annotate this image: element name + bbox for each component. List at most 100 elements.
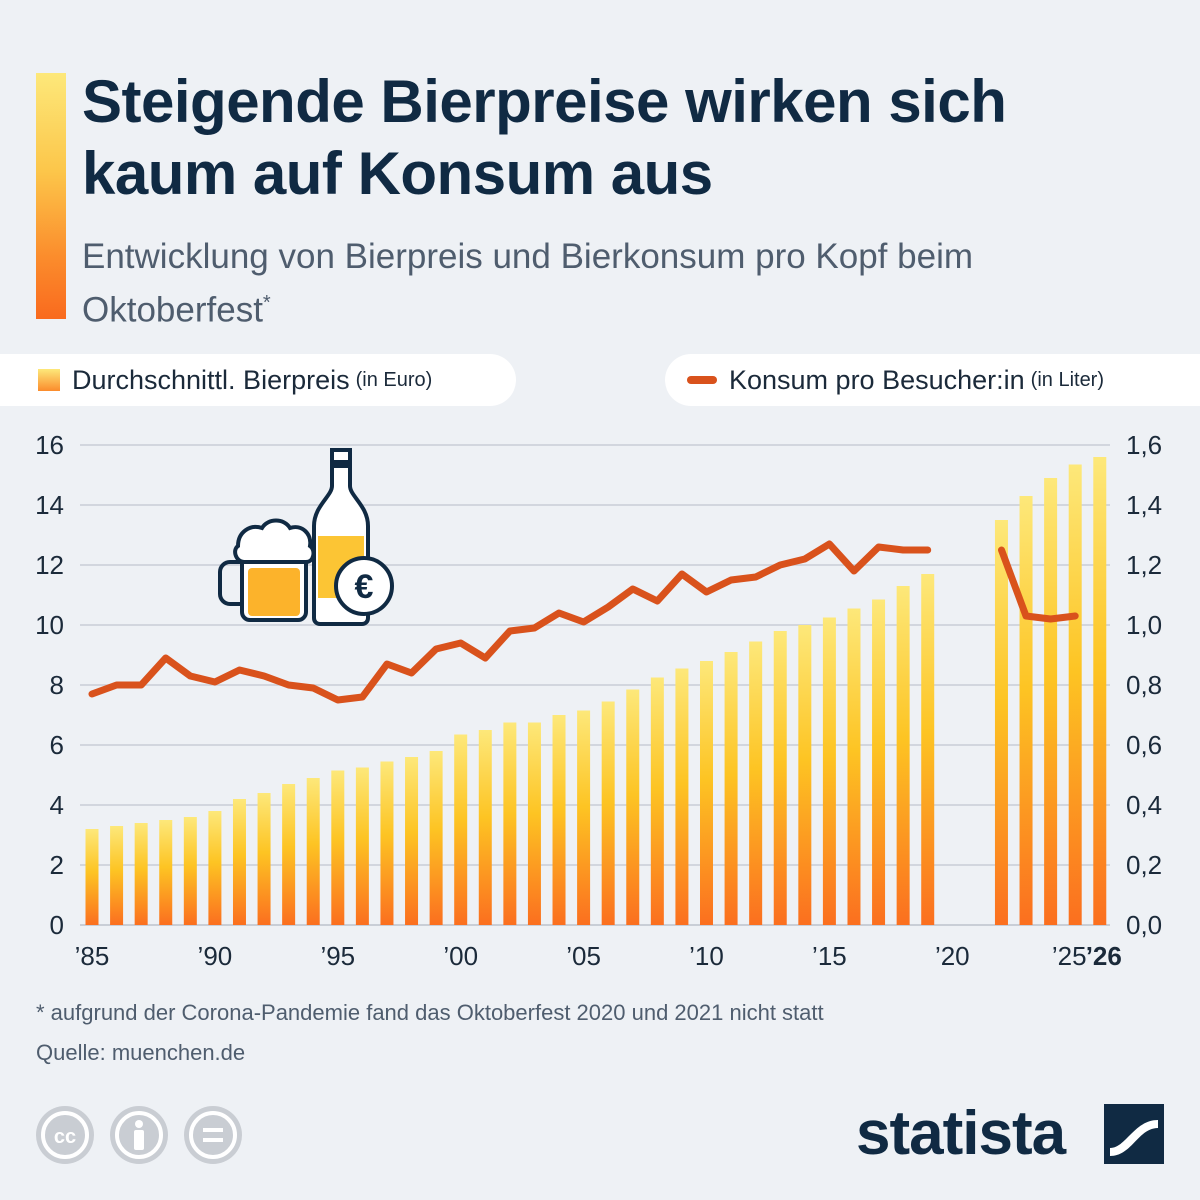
x-tick-label: ’25: [1052, 941, 1087, 971]
x-tick-label: ’15: [812, 941, 847, 971]
subtitle-footnote-mark: *: [262, 292, 271, 314]
no-derivatives-icon[interactable]: [184, 1106, 242, 1164]
y-right-tick-label: 1,2: [1126, 550, 1162, 580]
statista-logo-text[interactable]: statista: [856, 1099, 1066, 1168]
bar-2003: [527, 722, 541, 925]
bar-2017: [872, 599, 886, 925]
beer-mug-bottle-euro-icon: €: [218, 448, 394, 626]
beer-mug-icon: [218, 518, 316, 622]
bar-1999: [429, 751, 443, 925]
bar-2001: [478, 730, 492, 925]
chart-subtitle: Entwicklung von Bierpreis und Bierkonsum…: [82, 234, 1162, 334]
bar-1990: [208, 811, 222, 925]
bar-2013: [773, 631, 787, 925]
bar-2010: [700, 661, 713, 925]
bar-1985: [85, 829, 99, 925]
y-right-tick-label: 0,6: [1126, 730, 1162, 760]
line-series-consumption: [88, 540, 1079, 704]
statista-logo-icon[interactable]: [1104, 1104, 1164, 1164]
legend-line-swatch: [687, 376, 717, 384]
bar-2002: [503, 722, 517, 925]
y-right-tick-label: 0,8: [1126, 670, 1162, 700]
bar-2024: [1044, 478, 1058, 925]
bar-2026: [1093, 457, 1107, 925]
attribution-icon[interactable]: [110, 1106, 168, 1164]
y-right-tick-label: 0,4: [1126, 790, 1162, 820]
bar-1986: [110, 826, 124, 925]
y-left-tick-label: 4: [50, 790, 64, 820]
bar-1988: [159, 820, 173, 925]
y-left-tick-label: 10: [35, 610, 64, 640]
footnote: * aufgrund der Corona-Pandemie fand das …: [36, 1000, 824, 1025]
y-left-tick-label: 14: [35, 490, 64, 520]
chart-subtitle-text: Entwicklung von Bierpreis und Bierkonsum…: [82, 237, 973, 330]
bar-2023: [1019, 496, 1033, 925]
svg-text:€: €: [355, 568, 374, 606]
y-right-tick-label: 1,6: [1126, 430, 1162, 460]
y-right-tick-label: 1,0: [1126, 610, 1162, 640]
bar-2000: [454, 734, 468, 925]
y-left-tick-label: 12: [35, 550, 64, 580]
y-axis-left: 0 2 4 6 8 10 12 14 16: [35, 430, 64, 940]
y-right-tick-label: 0,0: [1126, 910, 1162, 940]
legend-line-series: Konsum pro Besucher:in (in Liter): [665, 354, 1200, 406]
x-tick-label: ’00: [443, 941, 478, 971]
bar-1991: [232, 799, 246, 925]
chart-title: Steigende Bierpreise wirken sich kaum au…: [82, 68, 1007, 207]
bar-1987: [134, 823, 148, 925]
legend-bar-label: Durchschnittl. Bierpreis: [72, 364, 350, 395]
x-tick-label: ’20: [935, 941, 970, 971]
y-left-tick-label: 2: [50, 850, 64, 880]
x-tick-label: ’85: [75, 941, 110, 971]
bar-series-price: [85, 457, 1107, 925]
title-accent-bar: [36, 73, 66, 319]
legend-line-unit: (in Liter): [1030, 368, 1105, 391]
y-left-tick-label: 0: [50, 910, 64, 940]
creative-commons-icon[interactable]: cc: [36, 1106, 94, 1164]
x-tick-label: ’90: [198, 941, 233, 971]
consumption-line-segment-1: [88, 540, 932, 704]
bar-2016: [847, 608, 861, 925]
bar-1996: [355, 767, 369, 925]
euro-coin-icon: €: [334, 556, 394, 616]
chart: 0 2 4 6 8 10 12 14 16 0,0 0,2 0,4 0,6 0,8 1,0 1,2 1,4 1,…: [35, 430, 1162, 971]
legend-bar-unit: (in Euro): [355, 368, 433, 391]
legend-bar-series: Durchschnittl. Bierpreis (in Euro): [0, 354, 516, 406]
bar-1994: [306, 778, 320, 925]
bar-1998: [405, 757, 419, 925]
bar-2007: [626, 689, 640, 925]
x-tick-label: ’10: [689, 941, 724, 971]
bar-2018: [896, 586, 910, 925]
bar-2008: [650, 677, 664, 925]
x-tick-label: ’05: [566, 941, 601, 971]
bar-1995: [331, 770, 345, 925]
bar-1992: [257, 793, 271, 925]
svg-text:cc: cc: [54, 1126, 76, 1148]
bar-2012: [749, 641, 763, 925]
x-tick-label: ’26: [1086, 941, 1122, 971]
y-left-tick-label: 8: [50, 670, 64, 700]
bar-2006: [601, 701, 615, 925]
x-axis: ’85 ’90 ’95 ’00 ’05 ’10 ’15 ’20 ’25’26: [75, 941, 1122, 971]
bar-2015: [822, 617, 836, 925]
x-tick-label: ’95: [320, 941, 355, 971]
bar-2011: [724, 652, 738, 925]
consumption-line-segment-2: [998, 546, 1079, 623]
y-left-tick-label: 16: [35, 430, 64, 460]
bar-2022: [994, 520, 1008, 925]
legend-line-label: Konsum pro Besucher:in: [729, 364, 1025, 395]
bar-2005: [577, 710, 591, 925]
legend-bar-swatch: [38, 369, 60, 391]
y-right-tick-label: 1,4: [1126, 490, 1162, 520]
bar-1989: [183, 817, 197, 925]
bar-2004: [552, 715, 566, 925]
bar-1993: [282, 784, 296, 925]
source: Quelle: muenchen.de: [36, 1040, 246, 1065]
bar-2009: [675, 668, 689, 925]
bar-2014: [798, 625, 812, 925]
y-right-tick-label: 0,2: [1126, 850, 1162, 880]
bar-2019: [921, 574, 935, 925]
y-left-tick-label: 6: [50, 730, 64, 760]
bar-2025: [1068, 464, 1082, 925]
bar-1997: [380, 761, 394, 925]
